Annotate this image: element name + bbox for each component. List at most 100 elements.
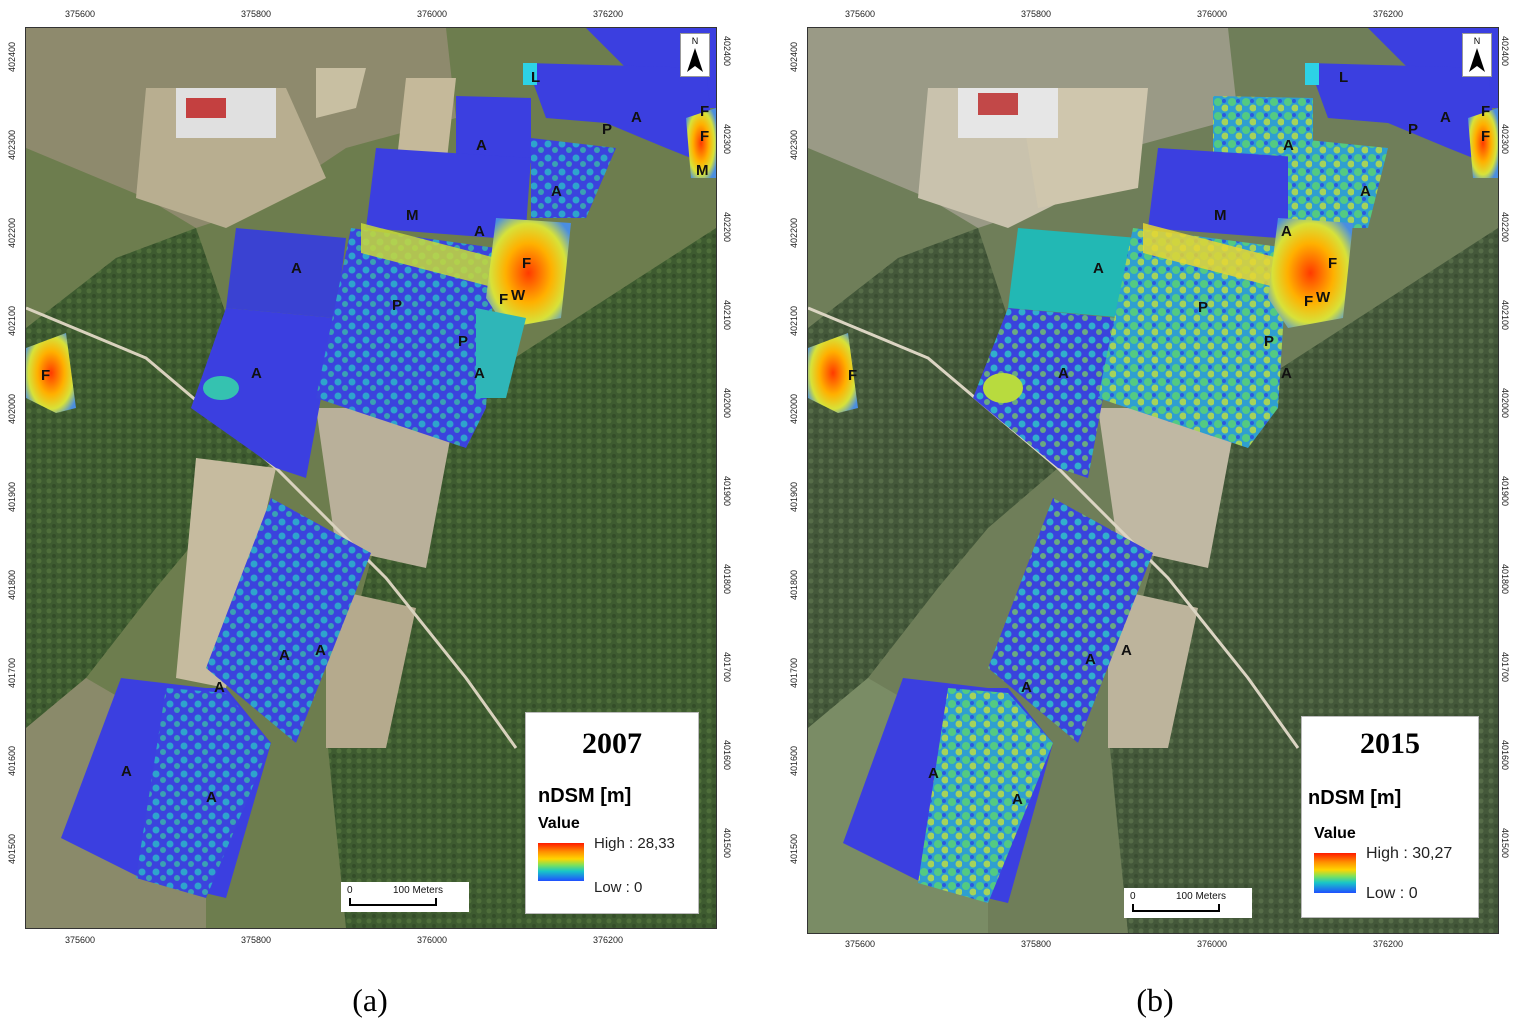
- legend-low: Low : 0: [594, 879, 643, 896]
- y-tick-label: 402000: [722, 388, 732, 419]
- y-tick-label: 402000: [1500, 388, 1510, 419]
- parcel-F: [1268, 218, 1353, 328]
- color-ramp: [538, 843, 584, 881]
- parcel-label: A: [474, 223, 485, 240]
- parcel-label: F: [41, 367, 50, 384]
- parcel-label: A: [1283, 137, 1294, 154]
- parcel-label: A: [1021, 679, 1032, 696]
- parcel-F: [486, 218, 571, 328]
- legend-year: 2007: [582, 727, 642, 760]
- parcel-M: [366, 148, 531, 238]
- parcel-label: A: [1121, 642, 1132, 659]
- x-tick-label: 376200: [592, 935, 624, 945]
- x-tick-label: 375800: [1020, 9, 1052, 19]
- parcel-label: A: [1440, 109, 1451, 126]
- y-tick-label: 401500: [7, 833, 17, 864]
- parcel-label: F: [1304, 293, 1313, 310]
- aerial-map-2007: A A A A A A A A A A A A M M P P P F F F …: [26, 28, 716, 928]
- parcel-label: F: [1328, 255, 1337, 272]
- parcel-label: F: [1481, 128, 1490, 145]
- parcel-F: [686, 108, 716, 178]
- x-tick-label: 376200: [1372, 9, 1404, 19]
- y-tick-label: 401700: [1500, 652, 1510, 683]
- field: [396, 78, 456, 168]
- y-tick-label: 402400: [789, 41, 799, 72]
- y-tick-label: 402200: [789, 217, 799, 248]
- y-tick-label: 402200: [7, 217, 17, 248]
- parcel-label: A: [206, 789, 217, 806]
- y-tick-label: 402300: [1500, 124, 1510, 155]
- field: [316, 408, 456, 568]
- parcel-label: A: [1085, 651, 1096, 668]
- y-tick-label: 402100: [789, 305, 799, 336]
- y-tick-label: 402000: [789, 393, 799, 424]
- map-2015: A A A A A A A A A A A A M M P P P F F F …: [807, 27, 1499, 934]
- parcel-label: A: [1281, 223, 1292, 240]
- parcel-A: [1308, 63, 1498, 168]
- scale-bar: 0 100 Meters: [1124, 888, 1252, 918]
- y-tick-label: 402100: [7, 305, 17, 336]
- x-tick-label: 375600: [64, 9, 96, 19]
- y-tick-label: 401900: [7, 481, 17, 512]
- aerial-map-2015: A A A A A A A A A A A A M M P P P F F F …: [808, 28, 1498, 933]
- tree-row: [361, 223, 496, 288]
- road: [808, 306, 1300, 749]
- y-tick-label: 402400: [7, 41, 17, 72]
- tree-clump: [203, 376, 239, 400]
- north-label: N: [691, 36, 699, 46]
- legend-year: 2015: [1360, 727, 1420, 760]
- parcel-A: [973, 308, 1118, 478]
- x-tick-label: 375600: [844, 939, 876, 949]
- parcel-P: [1098, 228, 1288, 448]
- parcel-label: A: [476, 137, 487, 154]
- tree-row: [1143, 223, 1278, 288]
- scale-length: 100 Meters: [1176, 891, 1227, 902]
- y-tick-label: 401800: [789, 569, 799, 600]
- parcel-label: M: [1214, 207, 1227, 224]
- parcel-label: A: [1058, 365, 1069, 382]
- field: [1098, 408, 1238, 568]
- parcel-label: A: [291, 260, 302, 277]
- scale-length: 100 Meters: [393, 885, 444, 896]
- y-tick-label: 401700: [789, 657, 799, 688]
- y-tick-label: 401500: [1500, 828, 1510, 859]
- parcel-label: W: [511, 287, 526, 304]
- parcel-A: [988, 498, 1153, 743]
- parcel-A: [1288, 138, 1388, 228]
- x-tick-label: 376200: [1372, 939, 1404, 949]
- arrow-icon: [1469, 48, 1485, 72]
- parcel-label: F: [848, 367, 857, 384]
- y-tick-label: 402100: [1500, 300, 1510, 331]
- parcel-label: P: [458, 333, 468, 350]
- parcel-A: [1008, 228, 1138, 318]
- y-tick-label: 402000: [7, 393, 17, 424]
- y-tick-label: 401700: [722, 652, 732, 683]
- north-arrow-icon: N: [680, 33, 710, 77]
- parcel-label: P: [1198, 299, 1208, 316]
- x-tick-label: 375800: [240, 9, 272, 19]
- building: [978, 93, 1018, 115]
- caption: (b): [1136, 982, 1174, 1018]
- parcel-A: [476, 308, 526, 398]
- legend-title: nDSM [m]: [1308, 787, 1402, 809]
- caption: (a): [352, 982, 388, 1018]
- legend-2015: 2015 nDSM [m] Value High : 30,27 Low : 0: [1301, 716, 1479, 918]
- field: [176, 458, 276, 688]
- parcel-A: [136, 688, 271, 898]
- panel-2007: 375600 375800 376000 376200 375600 37580…: [0, 0, 740, 1034]
- parcel-A: [226, 228, 346, 318]
- x-tick-label: 376000: [416, 9, 448, 19]
- parcel-A: [456, 96, 531, 163]
- parcel-label: A: [315, 642, 326, 659]
- y-tick-label: 402400: [722, 36, 732, 67]
- building: [186, 98, 226, 118]
- y-tick-label: 401500: [722, 828, 732, 859]
- y-tick-label: 401900: [789, 481, 799, 512]
- tree-clump: [983, 373, 1023, 403]
- legend-2007: 2007 nDSM [m] Value High : 28,33 Low : 0: [525, 712, 699, 914]
- y-tick-label: 401700: [7, 657, 17, 688]
- y-tick-label: 402300: [789, 129, 799, 160]
- x-tick-label: 376000: [416, 935, 448, 945]
- y-tick-label: 402100: [722, 300, 732, 331]
- y-tick-label: 401500: [789, 833, 799, 864]
